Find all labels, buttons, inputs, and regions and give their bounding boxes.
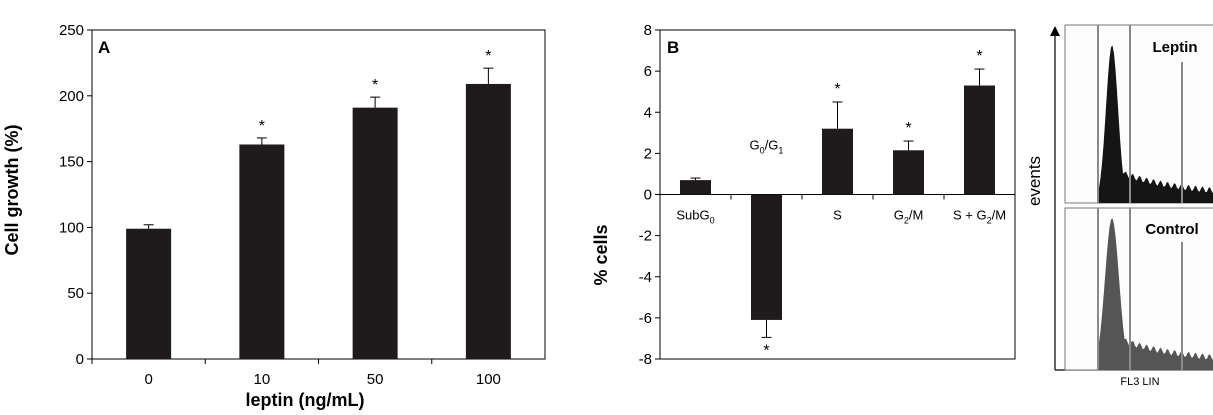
y-tick-label: 2: [644, 145, 652, 162]
y-tick-label: -2: [639, 228, 652, 245]
x-tick-label-subscript: 0: [760, 145, 765, 155]
y-tick-label: -4: [639, 269, 652, 286]
significance-star: *: [259, 118, 265, 135]
chart-b-panel-label: B: [667, 38, 679, 57]
flow-histograms: events FL3 LIN Leptin Control: [1025, 24, 1213, 388]
x-tick-label: G0/G1: [750, 137, 784, 155]
bar: [680, 180, 711, 195]
bar: [964, 85, 995, 195]
chart-a-panel-label: A: [98, 38, 110, 57]
x-tick-label-part: S: [833, 208, 842, 223]
chart-a-marks: 0 50 100 150 200 250 0 10 * 50 * 100 *: [59, 22, 511, 388]
bar: [751, 194, 782, 320]
chart-b-y-axis-title: % cells: [591, 224, 611, 285]
significance-star: *: [485, 48, 491, 65]
y-tick-label: 0: [644, 187, 652, 204]
bar: [126, 228, 172, 359]
x-tick-label-part: /M: [909, 208, 923, 223]
x-tick-label-part: SubG: [676, 208, 709, 223]
y-tick-label: 250: [59, 22, 84, 39]
y-tick-label: 100: [59, 219, 84, 236]
significance-star: *: [905, 120, 911, 137]
x-tick-label-part: /M: [992, 208, 1006, 223]
y-tick-label: -8: [639, 351, 652, 368]
y-tick-label: 0: [76, 351, 84, 368]
bar: [893, 150, 924, 195]
x-tick-label: 50: [367, 371, 384, 388]
y-tick-label: 200: [59, 88, 84, 105]
x-tick-label: S + G2/M: [953, 208, 1006, 226]
x-tick-label: 10: [254, 371, 271, 388]
histogram-control: Control: [1064, 207, 1213, 371]
chart-a: Cell growth (%) leptin (ng/mL) A 0501001…: [2, 22, 546, 410]
histogram-control-title: Control: [1145, 221, 1198, 238]
y-tick-label: -6: [639, 310, 652, 327]
y-tick-label: 6: [644, 63, 652, 80]
bar: [822, 128, 853, 195]
x-tick-label-subscript: 2: [987, 216, 992, 226]
y-tick-label: 8: [644, 22, 652, 39]
histogram-leptin-curve: [1066, 45, 1213, 203]
chart-b: % cells B -8-6-4-202468SubG0*G0/G1*S*G2/…: [591, 22, 1016, 368]
histogram-control-curve: [1066, 218, 1213, 370]
x-tick-label-subscript: 2: [904, 216, 909, 226]
significance-star: *: [976, 48, 982, 65]
bar: [465, 83, 511, 360]
histogram-control-frame: [1064, 207, 1213, 371]
chart-a-y-axis-title: Cell growth (%): [2, 125, 22, 256]
fl3-axis-label: FL3 LIN: [1120, 376, 1159, 388]
events-axis-label: events: [1025, 156, 1044, 206]
x-tick-label-subscript: 1: [778, 145, 783, 155]
histogram-leptin: Leptin: [1064, 24, 1213, 204]
y-tick-label: 4: [644, 104, 652, 121]
x-tick-label-subscript: 0: [710, 216, 715, 226]
significance-star: *: [834, 81, 840, 98]
x-tick-label: SubG0: [676, 208, 714, 226]
x-tick-label: S: [833, 208, 842, 223]
significance-star: *: [763, 342, 769, 359]
y-tick-label: 150: [59, 154, 84, 171]
bar: [352, 107, 398, 359]
y-tick-label: 50: [67, 285, 84, 302]
chart-a-x-axis-title: leptin (ng/mL): [246, 390, 365, 410]
x-tick-label-part: /G: [765, 137, 779, 152]
events-arrow-icon: [1050, 26, 1060, 36]
x-tick-label-part: S + G: [953, 208, 987, 223]
x-tick-label: 0: [144, 371, 152, 388]
histogram-leptin-frame: [1064, 24, 1213, 204]
bar: [239, 144, 285, 359]
x-tick-label-part: G: [750, 137, 760, 152]
x-tick-label-part: G: [894, 208, 904, 223]
x-tick-label: 100: [476, 371, 501, 388]
histogram-leptin-title: Leptin: [1153, 39, 1198, 56]
significance-star: *: [372, 77, 378, 94]
x-tick-label: G2/M: [894, 208, 924, 226]
